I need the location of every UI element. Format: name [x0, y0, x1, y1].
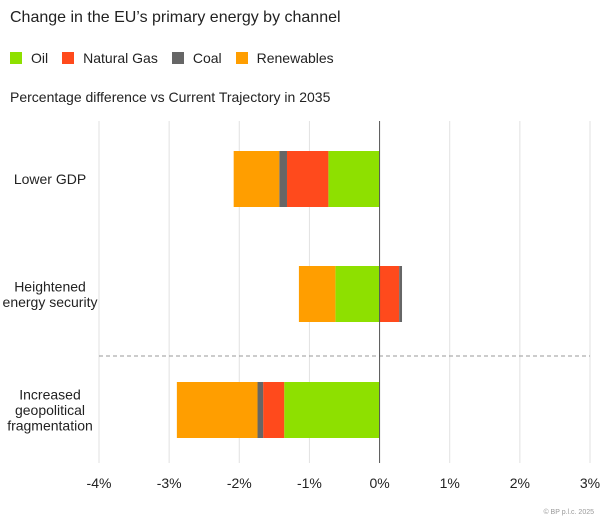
x-tick-label-7: 3%	[580, 475, 600, 491]
copyright-footer: © BP p.l.c. 2025	[543, 509, 594, 516]
x-tick-label-3: -1%	[297, 475, 322, 491]
category-label-1-0: Heightened	[14, 278, 86, 294]
x-tick-label-4: 0%	[369, 475, 389, 491]
legend-item-natural-gas: Natural Gas	[62, 50, 158, 66]
legend-swatch-coal	[171, 52, 184, 64]
x-tick-label-6: 2%	[510, 475, 530, 491]
legend-label-renewables: Renewables	[256, 50, 334, 66]
legend: Oil Natural Gas Coal Renewables	[10, 50, 348, 66]
legend-label-oil: Oil	[31, 50, 49, 66]
x-tick-label-2: -2%	[227, 475, 252, 491]
bar-natural-gas-1	[379, 266, 400, 322]
category-label-2-2: fragmentation	[7, 418, 93, 434]
category-label-1-1: energy security	[3, 294, 98, 310]
bar-renewables-1	[298, 266, 336, 322]
x-tick-label-0: -4%	[87, 475, 112, 491]
legend-item-renewables: Renewables	[235, 50, 334, 66]
bar-natural-gas-0	[286, 151, 329, 207]
legend-item-coal: Coal	[171, 50, 222, 66]
bar-coal-0	[279, 151, 287, 207]
bar-oil-0	[328, 151, 380, 207]
category-label-2-1: geopolitical	[15, 402, 85, 418]
legend-swatch-renewables	[235, 52, 248, 64]
x-tick-label-1: -3%	[157, 475, 182, 491]
bar-coal-2	[257, 382, 264, 438]
bar-oil-1	[335, 266, 380, 322]
x-tick-label-5: 1%	[440, 475, 460, 491]
legend-swatch-natural-gas	[62, 52, 75, 64]
bar-coal-1	[399, 266, 403, 322]
legend-item-oil: Oil	[10, 50, 48, 66]
legend-label-natural-gas: Natural Gas	[83, 50, 158, 66]
chart-title: Change in the EU’s primary energy by cha…	[10, 9, 341, 26]
legend-label-coal: Coal	[192, 50, 222, 66]
legend-swatch-oil	[10, 52, 22, 64]
category-label-0-0: Lower GDP	[14, 171, 86, 187]
bar-renewables-2	[176, 382, 258, 438]
bar-renewables-0	[233, 151, 280, 207]
chart-subtitle: Percentage difference vs Current Traject…	[10, 89, 331, 105]
bar-oil-2	[284, 382, 380, 438]
category-label-2-0: Increased	[19, 387, 80, 403]
bar-natural-gas-2	[263, 382, 285, 438]
